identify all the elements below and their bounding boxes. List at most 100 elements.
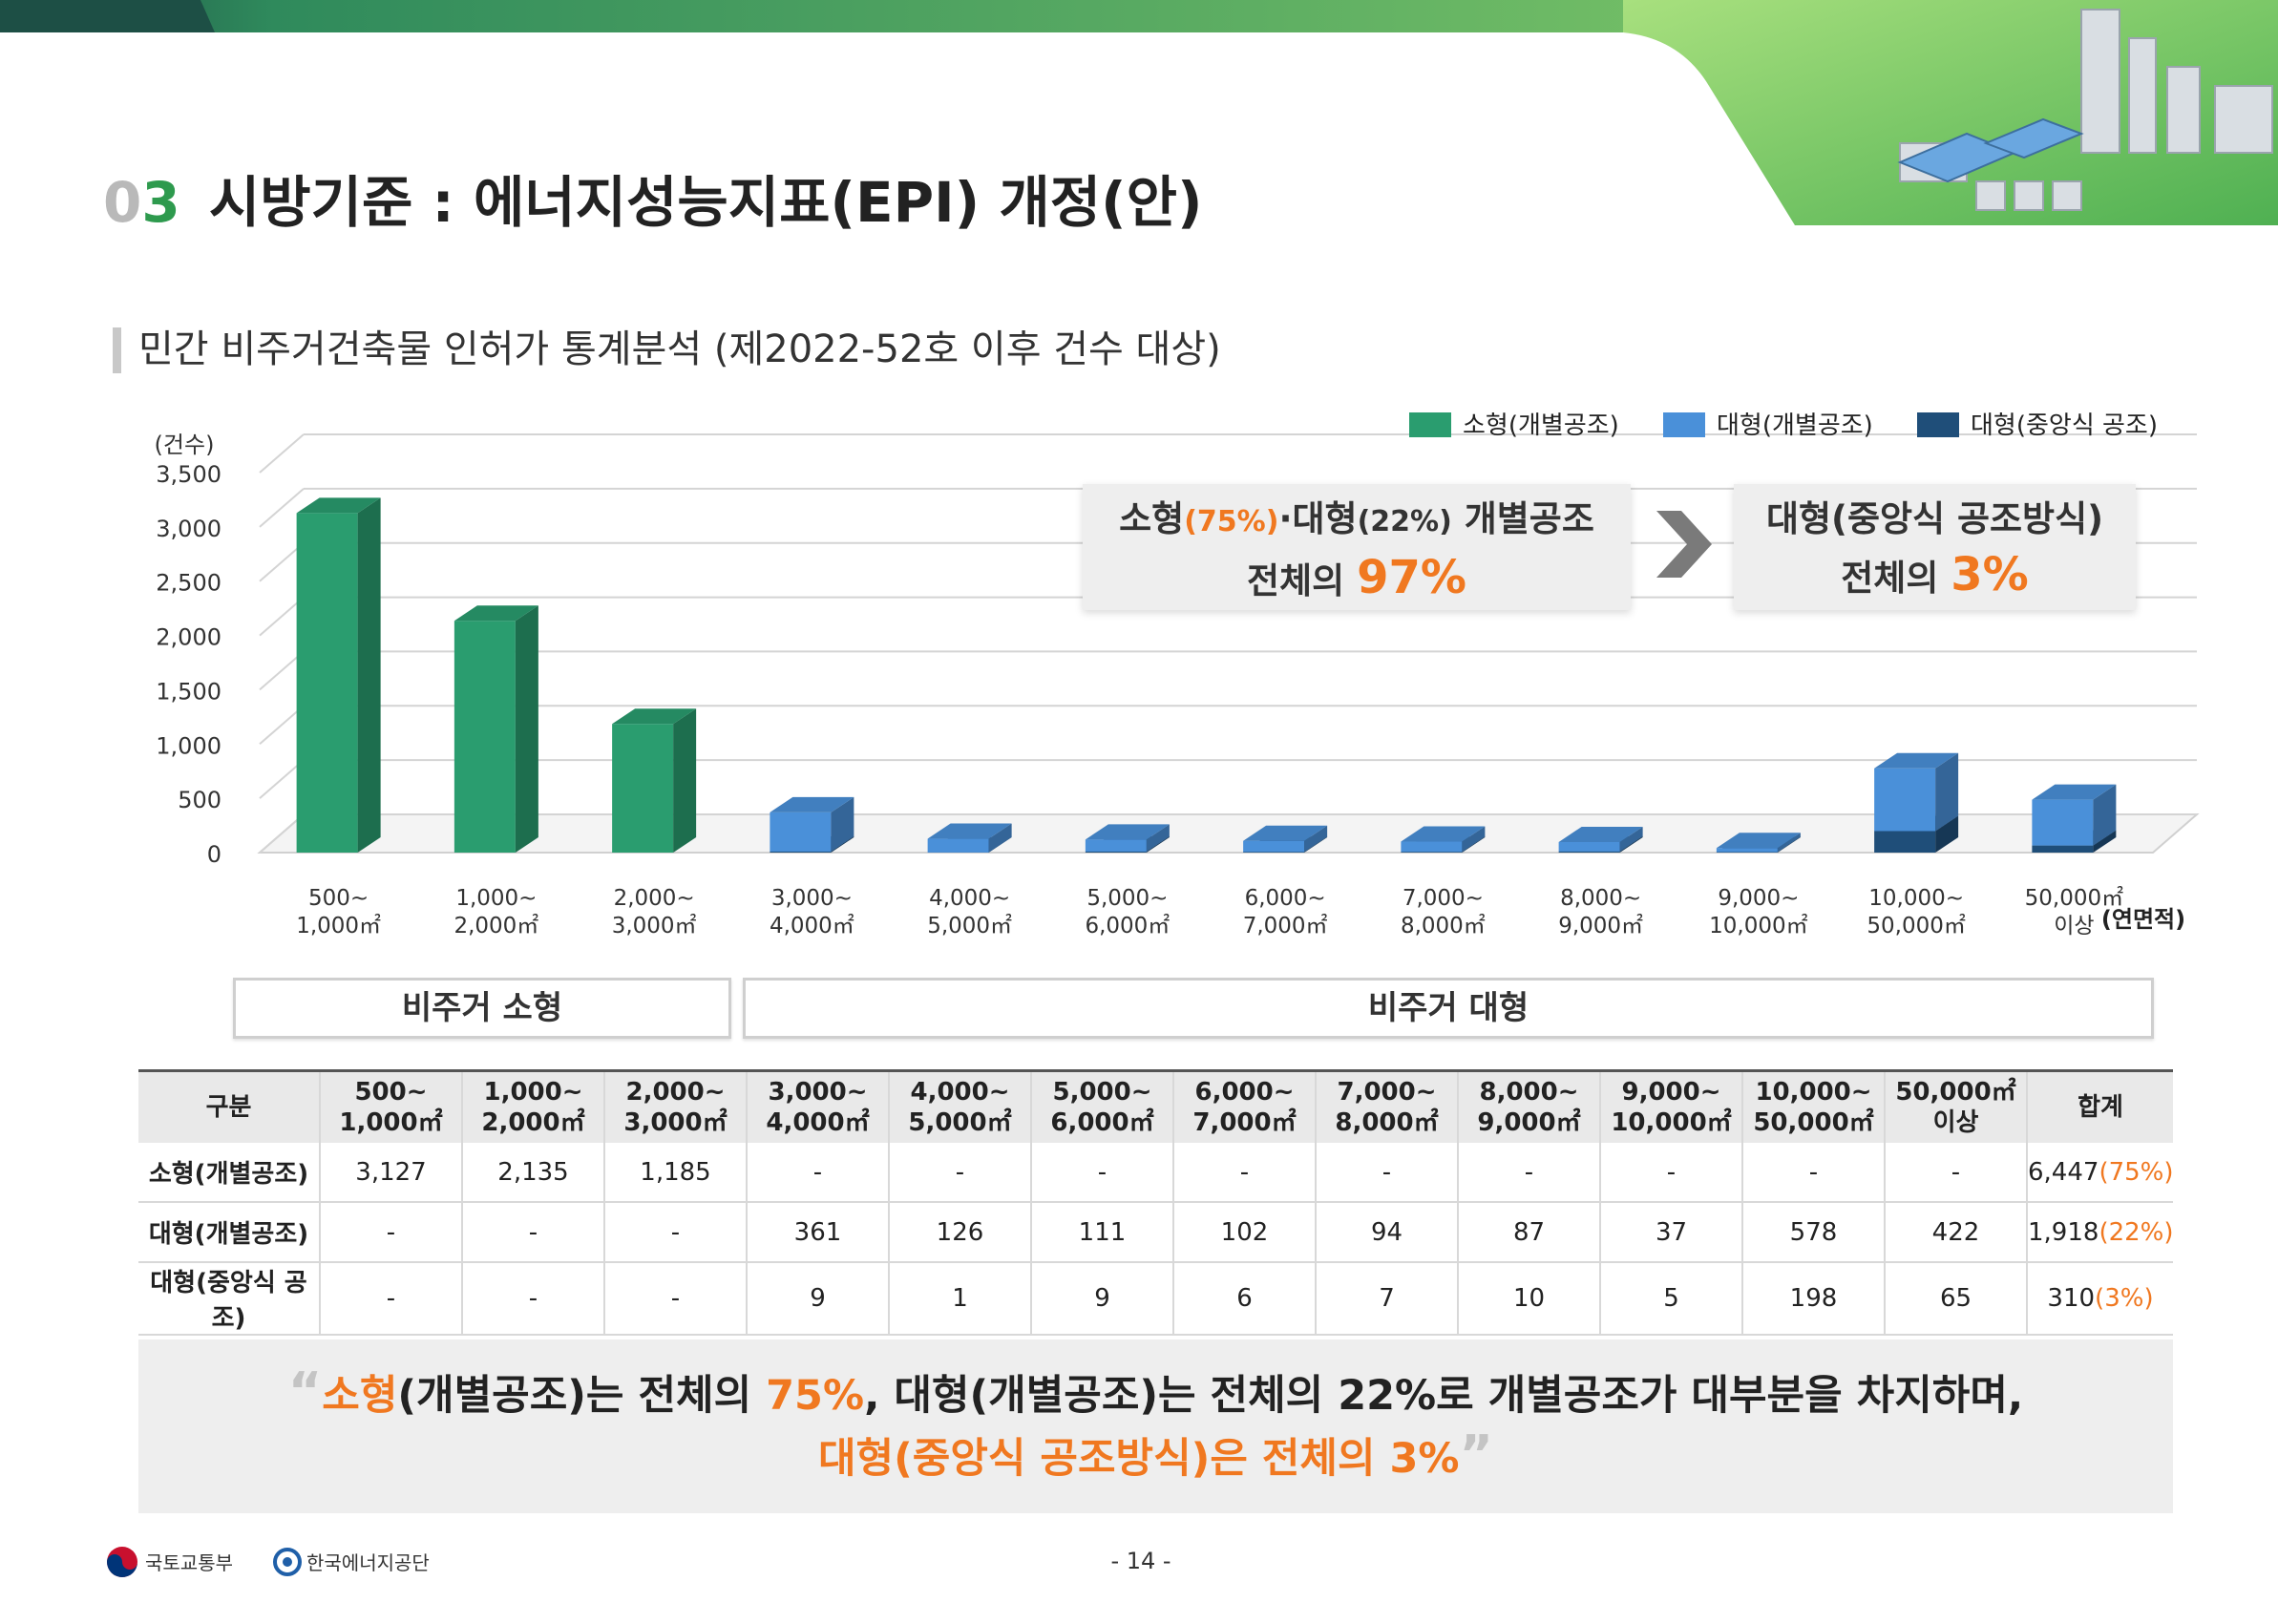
callout-text: 전체의 (1247, 560, 1358, 601)
bar-top (927, 823, 1012, 839)
legend-label: 대형(중앙식 공조) (1971, 411, 2158, 440)
table-cell: - (1172, 1143, 1316, 1203)
bar-side (988, 823, 1012, 853)
callout-percent: (75%) (1184, 505, 1279, 538)
page-number: - 14 - (1110, 1548, 1171, 1574)
table-header-cell: 4,000~ 5,000㎡ (888, 1069, 1031, 1143)
table-cell: 3,127 (319, 1143, 462, 1203)
table-cell: - (1315, 1143, 1458, 1203)
x-tick-label: 10,000~ 50,000㎡ (1867, 886, 1965, 939)
summary-text: (개별공조)는 전체의 (397, 1372, 767, 1420)
bar-side (988, 836, 1012, 853)
table-cell: 310(3%) (2026, 1262, 2173, 1336)
table-header-cell: 8,000~ 9,000㎡ (1457, 1069, 1600, 1143)
bar (612, 708, 697, 853)
summary-highlight: 대형(중앙식 공조방식)은 전체의 3% (818, 1435, 1460, 1483)
bar (1243, 825, 1328, 853)
bar-top (296, 497, 381, 514)
band-cut (0, 0, 215, 32)
table-cell: 대형(중앙식 공조) (138, 1262, 320, 1336)
bar-front (1401, 841, 1463, 853)
table-cell: 65 (1884, 1262, 2027, 1336)
legend-label: 소형(개별공조) (1463, 411, 1619, 440)
table-cell: - (1599, 1143, 1742, 1203)
bar-top (1716, 833, 1801, 849)
table-cell: 87 (1457, 1202, 1600, 1263)
y-tick-label: 3,500 (156, 461, 221, 488)
table-row: 대형(개별공조) - - -361 126 111 102 94 87 37 578 422 1,918… (138, 1202, 2174, 1263)
y-tick-label: 3,000 (156, 516, 221, 542)
table-total: 6,447 (2028, 1157, 2099, 1187)
bar (1558, 826, 1643, 852)
table-cell: 1,918(22%) (2026, 1202, 2174, 1263)
table-cell: 111 (1030, 1202, 1173, 1263)
logo-text: 한국에너지공단 (306, 1551, 430, 1574)
bar (2032, 784, 2117, 846)
bar (296, 497, 381, 853)
bar-side (831, 796, 854, 852)
y-tick-label: 2,500 (156, 570, 221, 597)
bar-top (1243, 825, 1328, 841)
bar-side (1462, 826, 1486, 853)
table-cell: - (1457, 1143, 1600, 1203)
table-header-cell: 합계 (2026, 1069, 2173, 1143)
table-header-cell: 500~ 1,000㎡ (319, 1069, 462, 1143)
title-text: 시방기준 : 에너지성능지표(EPI) 개정(안) (208, 170, 1203, 235)
callout-text: 전체의 (1841, 558, 1951, 599)
bar-top (770, 796, 854, 812)
callout-highlight: 97% (1357, 551, 1466, 604)
bar-top (1085, 824, 1170, 840)
section-number: 0 (103, 170, 142, 235)
legend-swatch (1409, 412, 1451, 437)
x-tick-label: 5,000~ 6,000㎡ (1085, 886, 1170, 939)
table-cell: 198 (1741, 1262, 1885, 1336)
table-header-row: 구분 500~ 1,000㎡ 1,000~ 2,000㎡ 2,000~ 3,000㎡ 3… (138, 1069, 2173, 1143)
city-buildings (1899, 9, 2273, 211)
table-cell: 37 (1599, 1202, 1742, 1263)
bar-front (1716, 852, 1778, 853)
subtitle: 민간 비주거건축물 인허가 통계분석 (제2022-52호 이후 건수 대상) (138, 327, 1221, 371)
callout-text: 개별공조 (1451, 498, 1594, 539)
table-cell: 578 (1741, 1202, 1885, 1263)
y-tick-label: 1,500 (156, 678, 221, 705)
summary-highlight: 75% (766, 1372, 865, 1420)
table-percent: (3%) (2095, 1284, 2154, 1313)
callout-percent: (22%) (1357, 505, 1452, 538)
table-header-cell: 6,000~ 7,000㎡ (1172, 1069, 1316, 1143)
table-cell: - (461, 1202, 604, 1263)
callout-right: 대형(중앙식 공조방식) 전체의 3% (1734, 484, 2136, 610)
table-cell: 94 (1315, 1202, 1458, 1263)
bar-front (1716, 848, 1778, 853)
table-cell: - (461, 1262, 604, 1336)
bar-front (1874, 831, 1936, 853)
bar-front (2032, 799, 2094, 846)
table-percent: (22%) (2099, 1217, 2174, 1247)
bar-side (2093, 784, 2117, 846)
bar-top (2032, 784, 2117, 800)
quote-mark: “ (287, 1361, 323, 1422)
callout-text: ·대형 (1278, 498, 1358, 539)
bar-side (515, 605, 538, 853)
table-row: 소형(개별공조) 3,127 2,135 1,185- - - - - - - - -6,447(75… (138, 1143, 2174, 1203)
table-header-cell: 구분 (138, 1069, 320, 1143)
bar-front (1243, 852, 1305, 853)
x-tick-label: 6,000~ 7,000㎡ (1243, 886, 1328, 939)
table-header-cell: 3,000~ 4,000㎡ (746, 1069, 889, 1143)
table-cell: 10 (1457, 1262, 1600, 1336)
bar-side (1777, 836, 1801, 853)
legend-swatch (1663, 412, 1705, 437)
table-cell: - (319, 1202, 462, 1263)
table-cell: 9 (1030, 1262, 1173, 1336)
table-header-cell: 2,000~ 3,000㎡ (603, 1069, 747, 1143)
callout-text: 소형 (1119, 498, 1185, 539)
bar-front (927, 838, 989, 853)
table-cell: - (603, 1262, 747, 1336)
table-cell: - (319, 1262, 462, 1336)
table-header-cell: 5,000~ 6,000㎡ (1030, 1069, 1173, 1143)
y-axis-label: (건수) (155, 432, 215, 458)
summary-box: “소형(개별공조)는 전체의 75%, 대형(개별공조)는 전체의 22%로 개… (138, 1339, 2173, 1513)
bar-front (1085, 839, 1147, 852)
x-tick-label: 50,000㎡ 이상 (2025, 886, 2123, 939)
bar-side (1619, 826, 1643, 852)
bar-side (1146, 824, 1170, 852)
